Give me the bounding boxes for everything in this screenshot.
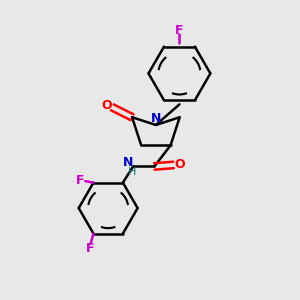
Text: F: F — [76, 174, 85, 187]
Text: H: H — [128, 167, 136, 177]
Text: F: F — [175, 24, 184, 37]
Text: N: N — [123, 156, 133, 170]
Text: F: F — [86, 242, 95, 255]
Text: O: O — [102, 99, 112, 112]
Text: N: N — [151, 112, 161, 125]
Text: O: O — [175, 158, 185, 171]
